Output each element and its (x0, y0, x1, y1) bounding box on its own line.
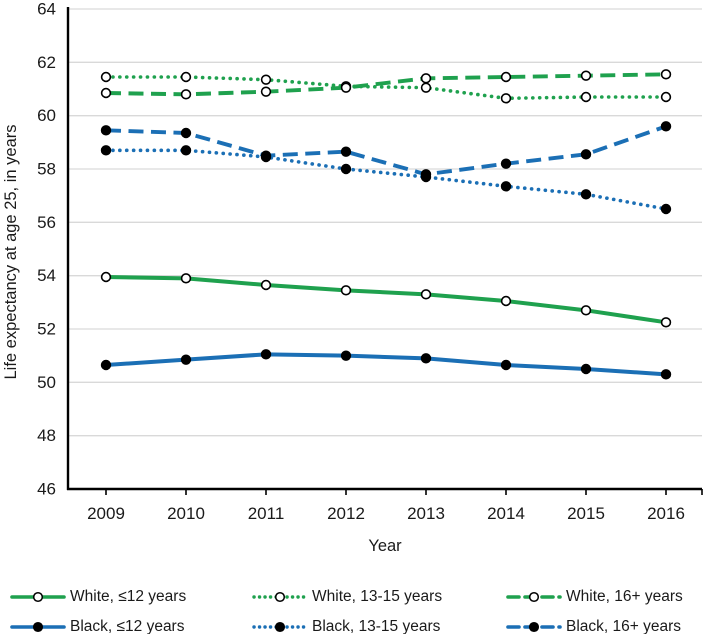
x-tick-label-2014: 2014 (487, 504, 525, 523)
marker-5-2012 (340, 146, 352, 157)
marker-5-2014 (500, 158, 512, 169)
series-line-4 (104, 148, 668, 211)
marker-3-2011 (260, 349, 272, 360)
y-tick-label-64: 64 (37, 0, 56, 19)
legend-label-black-le12: Black, ≤12 years (70, 618, 185, 634)
y-tick-label-48: 48 (37, 426, 56, 445)
marker-0-2015 (580, 305, 592, 316)
marker-3-2013 (420, 353, 432, 364)
legend-swatch-marker (528, 621, 540, 633)
y-tick-label-58: 58 (37, 160, 56, 179)
marker-1-2009 (100, 71, 112, 83)
legend-label-black-13-15: Black, 13-15 years (312, 618, 441, 634)
marker-2-2010 (180, 89, 192, 100)
marker-5-2013 (420, 169, 432, 180)
legend-item-white-16plus: White, 16+ years (504, 582, 708, 612)
legend-swatch-marker (32, 591, 44, 603)
marker-0-2013 (420, 289, 432, 300)
marker-3-2012 (340, 350, 352, 361)
marker-4-2015 (580, 189, 592, 200)
marker-3-2014 (500, 359, 512, 371)
marker-4-2012 (340, 163, 352, 175)
legend-swatch-marker (528, 591, 540, 603)
x-tick-label-2013: 2013 (407, 504, 445, 523)
y-axis-title: Life expectancy at age 25, in years (2, 125, 20, 380)
legend-item-black-le12: Black, ≤12 years (0, 612, 250, 634)
x-tick-label-2009: 2009 (87, 504, 125, 523)
marker-1-2014 (500, 93, 512, 104)
x-tick-label-2015: 2015 (567, 504, 605, 523)
legend-swatch-marker (32, 621, 44, 633)
marker-1-2015 (580, 91, 592, 103)
marker-3-2016 (660, 369, 672, 380)
marker-4-2014 (500, 181, 512, 192)
legend-swatch-black-13-15 (252, 621, 308, 633)
x-tick-label-2012: 2012 (327, 504, 365, 523)
marker-2-2013 (420, 73, 432, 84)
marker-0-2009 (100, 271, 112, 283)
legend-swatch-black-16plus (506, 621, 562, 633)
marker-2-2011 (260, 86, 272, 97)
legend-label-white-16plus: White, 16+ years (566, 588, 683, 605)
x-tick-label-2016: 2016 (647, 504, 685, 523)
legend-item-white-13-15: White, 13-15 years (250, 582, 504, 612)
marker-5-2016 (660, 121, 672, 132)
legend-swatch-black-le12 (10, 621, 66, 633)
marker-3-2015 (580, 363, 592, 375)
marker-0-2011 (260, 279, 272, 291)
marker-0-2012 (340, 285, 352, 296)
y-tick-label-54: 54 (37, 266, 56, 285)
series-line-2 (105, 72, 667, 97)
marker-2-2015 (580, 70, 592, 81)
marker-0-2016 (660, 317, 672, 328)
marker-4-2009 (100, 145, 112, 156)
legend-item-black-16plus: Black, 16+ years (504, 612, 708, 634)
legend-swatch-white-13-15 (252, 591, 308, 603)
y-tick-label-62: 62 (37, 53, 56, 72)
marker-4-2016 (660, 203, 672, 215)
y-tick-label-50: 50 (37, 373, 56, 392)
plot-area: 46 48 50 52 54 56 58 60 62 64 2009 2010 2011 2012 2013… (37, 0, 703, 523)
legend-item-white-le12: White, ≤12 years (0, 582, 250, 612)
x-tick-label-2011: 2011 (248, 504, 285, 523)
chart-legend: White, ≤12 years White, 13-15 years Whit… (0, 570, 708, 634)
marker-1-2010 (180, 71, 192, 83)
marker-1-2013 (420, 82, 432, 93)
y-tick-label-60: 60 (37, 106, 56, 125)
x-axis-title: Year (368, 537, 402, 555)
marker-2-2009 (100, 87, 112, 99)
marker-5-2015 (580, 149, 592, 160)
marker-3-2010 (180, 354, 192, 365)
marker-5-2009 (100, 125, 112, 136)
legend-label-white-13-15: White, 13-15 years (312, 588, 443, 605)
marker-2-2012 (340, 82, 352, 93)
marker-1-2011 (260, 74, 272, 85)
marker-0-2014 (500, 295, 512, 307)
y-tick-label-52: 52 (37, 320, 56, 339)
marker-1-2016 (660, 91, 672, 103)
series-line-1 (104, 75, 668, 101)
legend-label-black-16plus: Black, 16+ years (566, 618, 682, 634)
marker-5-2010 (180, 127, 192, 139)
line-chart: 46 48 50 52 54 56 58 60 62 64 2009 2010 2011 2012 2013… (2, 0, 703, 555)
series-line-5 (105, 124, 667, 177)
marker-4-2010 (180, 145, 192, 156)
marker-0-2010 (180, 273, 192, 284)
series-line-3 (104, 352, 668, 377)
marker-2-2014 (500, 71, 512, 83)
legend-swatch-white-16plus (506, 591, 562, 603)
y-tick-label-56: 56 (37, 213, 56, 232)
legend-swatch-marker (274, 621, 286, 633)
legend-swatch-marker (274, 591, 286, 603)
legend-label-white-le12: White, ≤12 years (70, 588, 187, 605)
marker-2-2016 (660, 69, 672, 80)
marker-5-2011 (260, 150, 272, 161)
marker-3-2009 (100, 359, 112, 371)
legend-item-black-13-15: Black, 13-15 years (250, 612, 504, 634)
y-tick-label-46: 46 (37, 480, 56, 499)
series-line-0 (104, 275, 668, 325)
legend-swatch-white-le12 (10, 591, 66, 603)
x-tick-label-2010: 2010 (167, 504, 205, 523)
